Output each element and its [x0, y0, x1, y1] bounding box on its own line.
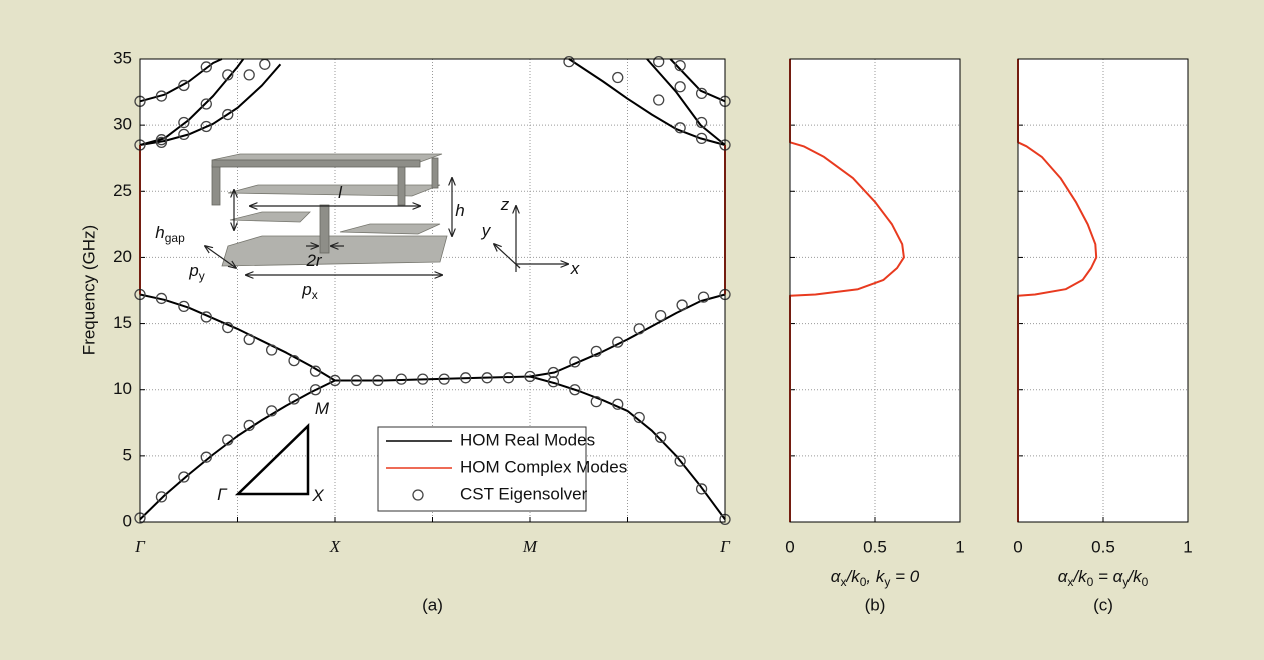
- post: [212, 165, 220, 205]
- y-tick-label: 15: [113, 313, 132, 332]
- post: [432, 158, 438, 188]
- x-tick-label: Γ: [719, 537, 731, 556]
- annotation-part: x: [570, 259, 580, 278]
- x-axis-title-part: , k: [866, 567, 885, 586]
- plots: 05101520253035ΓXMΓ00.5100.51: [113, 48, 1193, 556]
- x-tick-label: 0: [785, 537, 794, 556]
- annotation-part: h: [155, 223, 164, 242]
- annotation-part: M: [315, 399, 330, 418]
- annotation: Γ: [217, 485, 228, 504]
- x-tick-label: 0.5: [863, 537, 887, 556]
- post: [398, 165, 405, 205]
- x-axis-title-part: = 0: [890, 567, 919, 586]
- bottom-plate: [222, 236, 447, 266]
- y-tick-label: 35: [113, 48, 132, 67]
- y-tick-label: 30: [113, 115, 132, 134]
- legend-label: HOM Complex Modes: [460, 457, 627, 476]
- annotation: M: [315, 399, 330, 418]
- annotation-part: X: [311, 486, 324, 505]
- x-tick-label: 0.5: [1091, 537, 1115, 556]
- x-tick-label: 1: [955, 537, 964, 556]
- caption: (a): [422, 595, 443, 614]
- caption: (c): [1093, 595, 1113, 614]
- annotation: 2r: [305, 251, 322, 270]
- annotation: x: [570, 259, 580, 278]
- top-plate-edge: [212, 160, 420, 167]
- annotation-part: p: [301, 280, 311, 299]
- annotation-part: h: [455, 201, 464, 220]
- annotation-part: y: [199, 269, 205, 283]
- x-tick-label: 1: [1183, 537, 1192, 556]
- annotation: z: [500, 195, 510, 214]
- annotation-part: z: [500, 195, 510, 214]
- x-axis-title: αx/k0, ky = 0: [831, 567, 920, 589]
- y-tick-label: 5: [123, 445, 132, 464]
- legend-label: CST Eigensolver: [460, 484, 588, 503]
- legend-label: HOM Real Modes: [460, 430, 595, 449]
- center-post: [320, 205, 329, 253]
- x-axis-title-part: = α: [1093, 567, 1123, 586]
- y-tick-label: 25: [113, 181, 132, 200]
- x-axis-title: αx/k0 = αy/k0: [1058, 567, 1149, 589]
- annotation-part: 2r: [305, 251, 322, 270]
- annotation-part: Γ: [217, 485, 228, 504]
- annotation: y: [481, 221, 492, 240]
- annotation-part: x: [312, 288, 318, 302]
- y-tick-label: 0: [123, 511, 132, 530]
- y-axis-title: Frequency (GHz): [79, 225, 98, 355]
- figure: 05101520253035ΓXMΓ00.5100.51 (a)Frequenc…: [0, 0, 1264, 655]
- annotation-part: p: [188, 261, 198, 280]
- x-tick-label: M: [522, 537, 538, 556]
- annotation-part: gap: [165, 231, 185, 245]
- caption: (b): [865, 595, 886, 614]
- x-tick-label: X: [329, 537, 341, 556]
- y-tick-label: 10: [113, 379, 132, 398]
- annotation-part: y: [481, 221, 492, 240]
- annotation: h: [455, 201, 464, 220]
- y-tick-label: 20: [113, 247, 132, 266]
- x-axis-title-part: 0: [1142, 575, 1149, 589]
- x-tick-label: 0: [1013, 537, 1022, 556]
- annotation: X: [311, 486, 324, 505]
- x-tick-label: Γ: [134, 537, 146, 556]
